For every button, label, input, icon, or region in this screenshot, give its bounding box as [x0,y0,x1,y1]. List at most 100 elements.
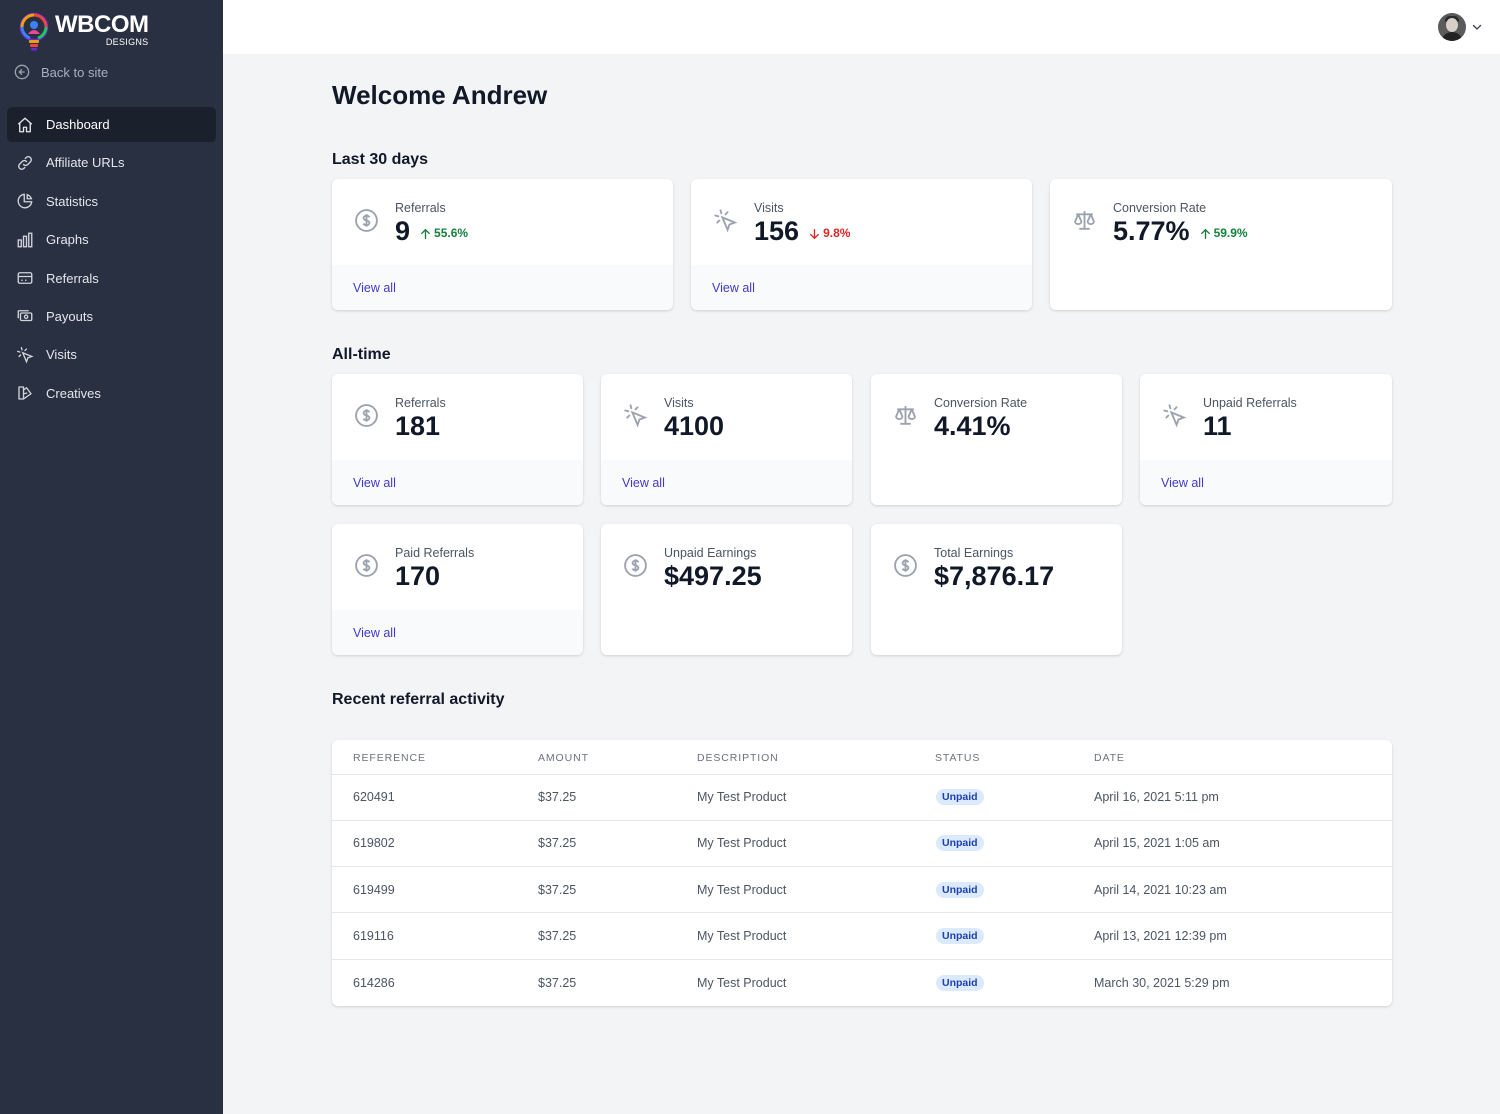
amount-cell: $37.25 [538,820,697,868]
stat-card-referrals-all-time: Referrals 181 View all [332,374,583,505]
stat-label: Visits [664,396,694,410]
sidebar: WBCOM DESIGNS Back to site Dashboard Aff… [0,0,223,1114]
table-row: 620491 $37.25 My Test Product Unpaid Apr… [332,774,1392,821]
view-all-link[interactable]: View all [353,475,396,490]
cursor-click-icon [1163,404,1187,428]
table-row: 619499 $37.25 My Test Product Unpaid Apr… [332,866,1392,914]
stat-card-paid-referrals: Paid Referrals 170 View all [332,524,583,655]
sidebar-item-label: Dashboard [46,117,110,132]
sidebar-item-graphs[interactable]: Graphs [7,222,216,257]
date-cell: April 15, 2021 1:05 am [1094,820,1392,868]
status-badge: Unpaid [936,881,984,898]
stat-value: 11 [1203,411,1232,441]
arrow-up-icon [421,228,430,240]
stat-card-visits-30d: Visits 156 9.8% View all [691,179,1032,310]
cursor-click-icon [16,346,34,364]
column-header: DESCRIPTION [697,740,935,775]
stat-value: 5.77% [1113,216,1190,246]
arrow-down-icon [810,228,820,240]
section-title-recent-referral-activity: Recent referral activity [332,691,505,708]
table-row: 619802 $37.25 My Test Product Unpaid Apr… [332,820,1392,868]
section-title-last-30-days: Last 30 days [332,151,429,168]
currency-dollar-icon [355,554,378,577]
stat-label: Visits [754,201,784,215]
amount-cell: $37.25 [538,912,697,960]
view-all-link[interactable]: View all [353,280,396,295]
stat-card-total-earnings: Total Earnings $7,876.17 [871,524,1122,655]
user-menu-button[interactable] [1438,13,1483,41]
stat-card-unpaid-earnings: Unpaid Earnings $497.25 [601,524,852,655]
date-cell: March 30, 2021 5:29 pm [1094,975,1230,990]
brand-logo[interactable]: WBCOM DESIGNS [18,11,149,53]
table-header-row: REFERENCE AMOUNT DESCRIPTION STATUS DATE [332,740,1392,775]
cursor-click-icon [714,209,738,233]
column-header: DATE [1094,740,1392,775]
description-cell: My Test Product [697,820,935,868]
status-cell: Unpaid [935,774,1094,821]
stat-label: Unpaid Referrals [1203,396,1297,410]
reference-cell: 620491 [332,774,538,821]
stat-label: Conversion Rate [1113,201,1207,215]
status-badge: Unpaid [936,835,984,852]
status-cell: Unpaid [935,959,1094,1005]
stat-label: Conversion Rate [934,396,1028,410]
column-header: STATUS [935,740,1094,775]
stat-label: Referrals [395,396,446,410]
sidebar-item-dashboard[interactable]: Dashboard [7,107,216,142]
stat-label: Unpaid Earnings [664,546,757,560]
top-bar [223,0,1500,54]
sidebar-item-payouts[interactable]: Payouts [7,299,216,334]
sidebar-item-referrals[interactable]: Referrals [7,261,216,296]
date-cell: April 16, 2021 5:11 pm [1094,774,1392,821]
amount-cell: $37.25 [538,774,697,821]
scale-icon [895,406,916,425]
date-cell: April 14, 2021 10:23 am [1094,866,1392,914]
view-all-link[interactable]: View all [353,625,396,640]
scale-icon [1074,211,1095,230]
sidebar-item-label: Visits [46,347,77,363]
view-all-link[interactable]: View all [1161,475,1204,490]
sidebar-item-label: Statistics [46,193,99,209]
status-cell: Unpaid [935,912,1094,960]
arrow-circle-left-icon [14,64,30,80]
stat-value: 9 [395,216,411,246]
stat-label: Total Earnings [934,546,1014,560]
status-badge: Unpaid [936,789,984,806]
stat-value: 170 [395,561,441,591]
description-cell: My Test Product [697,866,935,914]
link-icon [18,155,32,170]
reference-cell: 619802 [332,820,538,868]
reference-cell: 619116 [332,912,538,960]
sidebar-item-label: Referrals [46,270,99,286]
back-to-site-link[interactable]: Back to site [14,64,108,80]
home-icon [17,117,33,132]
stat-value: 181 [395,411,441,441]
stat-value: $7,876.17 [934,561,1055,591]
avatar [1438,13,1466,41]
currency-dollar-icon [624,554,647,577]
stat-card-conversion-rate-all-time: Conversion Rate 4.41% [871,374,1122,505]
sidebar-item-affiliate-urls[interactable]: Affiliate URLs [7,145,216,180]
table-row: 619116 $37.25 My Test Product Unpaid Apr… [332,912,1392,960]
table-row: 614286 $37.25 My Test Product Unpaid Mar… [332,959,1392,1005]
stat-card-visits-all-time: Visits 4100 View all [601,374,852,505]
arrow-up-icon [1200,228,1210,240]
view-all-link[interactable]: View all [622,475,665,490]
description-cell: My Test Product [697,975,787,990]
status-cell: Unpaid [935,820,1094,868]
sidebar-item-creatives[interactable]: Creatives [7,376,216,411]
sidebar-item-visits[interactable]: Visits [7,337,216,372]
sidebar-nav: Dashboard Affiliate URLs Statistics Grap… [7,107,216,414]
description-cell: My Test Product [697,912,935,960]
status-cell: Unpaid [935,866,1094,914]
status-badge: Unpaid [936,974,984,991]
date-cell: April 13, 2021 12:39 pm [1094,912,1392,960]
view-all-link[interactable]: View all [712,280,755,295]
description-cell: My Test Product [697,774,935,821]
amount-cell: $37.25 [538,866,697,914]
section-title-all-time: All-time [332,346,391,363]
sidebar-item-label: Payouts [46,308,93,324]
sidebar-item-statistics[interactable]: Statistics [7,184,216,219]
stat-label: Paid Referrals [395,546,475,560]
sidebar-item-label: Graphs [46,232,89,248]
